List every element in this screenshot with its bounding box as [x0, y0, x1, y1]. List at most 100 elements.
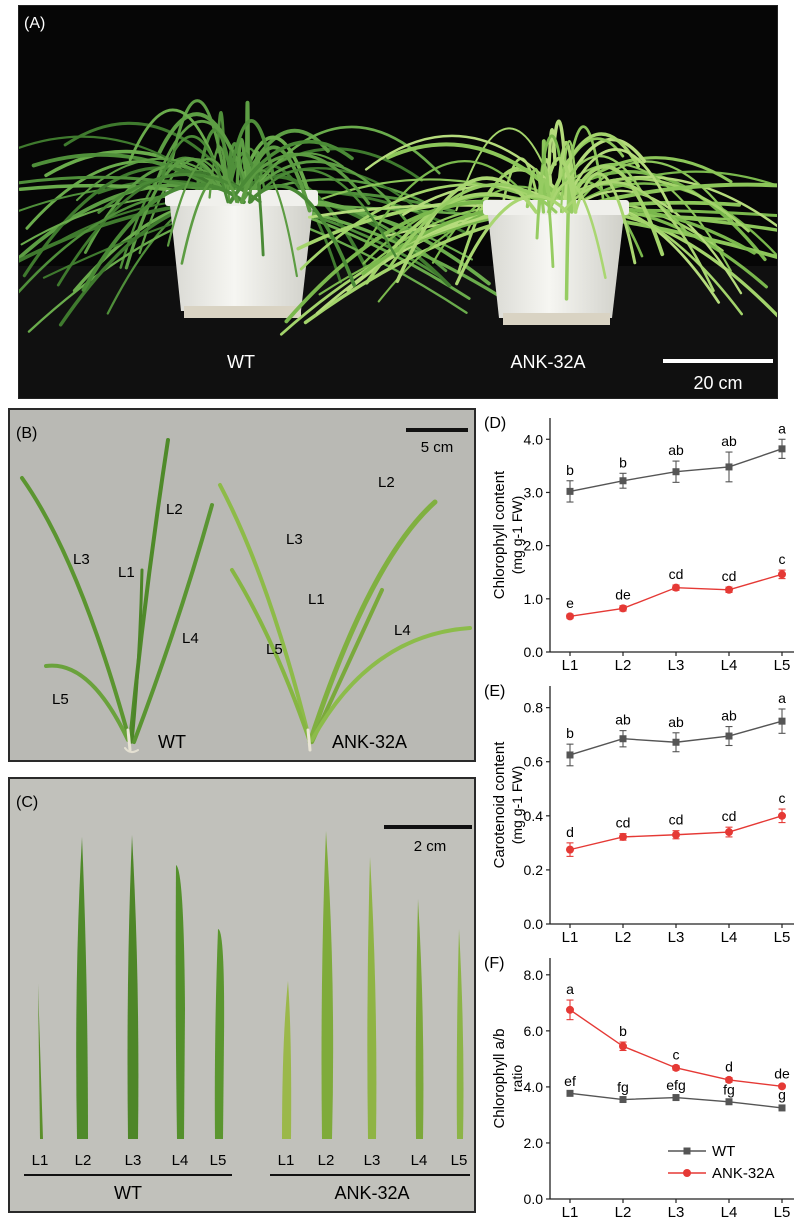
panel-c-illustration: (C) 2 cm L1 L2 L3 L4 L5 WT L1 L2 L3 L4 L… [16, 794, 472, 1203]
wt-leaf-label-l1: L1 [118, 564, 135, 581]
mutant-detached-l2: L2 [318, 1152, 335, 1169]
data-point-mutant [725, 585, 733, 594]
data-point-mutant [778, 570, 786, 579]
data-point-mutant [672, 583, 680, 592]
mutant-leaf-label-l2: L2 [378, 474, 395, 491]
grass-blade [250, 168, 397, 258]
data-point-wt [619, 1096, 627, 1104]
data-point-wt [725, 463, 733, 471]
chart-f: (F) 0.0 2.0 4.0 6.0 8.0 L1 L2 L3 L4 L5 Chlorophyll … [484, 955, 794, 1221]
y-tick-label: 4.0 [524, 431, 544, 447]
significance-letter: c [779, 790, 786, 806]
panel-label: (D) [484, 415, 506, 432]
mutant-leaf-label-l1: L1 [308, 591, 325, 608]
significance-letter: a [778, 420, 786, 436]
panel-b-scale-bar [406, 428, 468, 432]
data-point-mutant [619, 1042, 627, 1051]
grass-blade [455, 194, 569, 286]
significance-letter: e [566, 595, 574, 611]
y-tick-label: 0.0 [524, 1191, 544, 1207]
wt-leaf-label-l4: L4 [182, 630, 199, 647]
panel-label: (F) [484, 955, 504, 972]
significance-letter: fg [723, 1081, 735, 1097]
wt-leaf-label-l3: L3 [73, 551, 90, 568]
x-tick-label: L3 [668, 657, 685, 674]
data-point-mutant [725, 1075, 733, 1084]
grass-blade [364, 134, 577, 213]
panel-a-label: (A) [24, 15, 45, 32]
significance-letter: c [779, 551, 786, 567]
panel-a-illustration: (A) WT ANK-32A 20 cm [19, 15, 777, 398]
x-tick-label: L5 [774, 929, 791, 946]
panel-a-wt-label: WT [227, 352, 255, 372]
y-tick-label: 3.0 [524, 484, 544, 500]
y-tick-label: 0.8 [524, 700, 544, 716]
significance-letter: ab [668, 714, 684, 730]
y-tick-label: 8.0 [524, 967, 544, 983]
grass-blade [559, 140, 577, 214]
significance-letter: efg [666, 1077, 685, 1093]
y-tick-label: 6.0 [524, 1023, 544, 1039]
grass-blade [547, 154, 643, 214]
wt-pot [165, 190, 318, 318]
mutant-group-line [270, 1174, 470, 1176]
data-point-wt [778, 445, 786, 453]
panel-b-illustration: (B) 5 cm L1 L2 L3 L4 L5 WT L1 L2 L3 L4 L… [16, 425, 472, 754]
significance-letter: d [725, 1059, 733, 1075]
panel-label: (E) [484, 683, 505, 700]
significance-letter: a [778, 690, 786, 706]
mutant-leaf-label-l5: L5 [266, 641, 283, 658]
data-point-mutant [725, 828, 733, 837]
panel-c-label: (C) [16, 794, 38, 811]
grass-blade [228, 140, 354, 204]
legend-marker-mutant [683, 1169, 691, 1177]
panel-c-scale-label: 2 cm [414, 838, 447, 855]
significance-letter: de [615, 587, 631, 603]
x-tick-label: L4 [721, 657, 738, 674]
data-point-wt [566, 1089, 574, 1097]
data-point-wt [566, 487, 574, 495]
y-tick-label: 0.0 [524, 916, 544, 932]
wt-detached-l1: L1 [32, 1152, 49, 1169]
grass-blade [244, 100, 251, 203]
data-point-wt [672, 738, 680, 746]
wt-plant-front-leaves [81, 135, 397, 292]
data-point-wt [725, 1098, 733, 1106]
x-tick-label: L4 [721, 1204, 738, 1217]
x-tick-label: L5 [774, 1204, 791, 1217]
panel-c-photo: (C) 2 cm L1 L2 L3 L4 L5 WT L1 L2 L3 L4 L… [8, 777, 476, 1213]
charts-column: (D) 0.0 1.0 2.0 3.0 4.0 L1 L2 L3 L4 L5 Chlorophyll … [478, 408, 800, 1221]
mutant-seedling [218, 483, 472, 752]
y-tick-label: 0.4 [524, 808, 544, 824]
mutant-detached-l5: L5 [451, 1152, 468, 1169]
significance-letter: b [566, 462, 574, 478]
grass-blade [544, 132, 640, 213]
data-point-wt [672, 1094, 680, 1102]
grass-blade [170, 99, 231, 203]
data-point-mutant [566, 1005, 574, 1014]
significance-letter: c [673, 1047, 680, 1063]
panel-c-wt-label: WT [114, 1183, 142, 1203]
data-point-mutant [566, 845, 574, 854]
significance-letter: fg [617, 1079, 629, 1095]
legend-label: ANK-32A [712, 1165, 775, 1182]
wt-detached-l3: L3 [125, 1152, 142, 1169]
legend-marker-wt [683, 1147, 691, 1155]
significance-letter: d [566, 824, 574, 840]
mutant-plant-front-leaves [388, 140, 715, 301]
mutant-detached-l4: L4 [411, 1152, 428, 1169]
significance-letter: cd [722, 568, 737, 584]
grass-blade [321, 178, 564, 213]
grass-blade [234, 135, 315, 207]
significance-letter: b [619, 1023, 627, 1039]
data-point-wt [566, 751, 574, 759]
y-tick-label: 2.0 [524, 1135, 544, 1151]
panel-b-scale-label: 5 cm [421, 439, 454, 456]
data-point-wt [725, 732, 733, 740]
mutant-pot [483, 200, 629, 325]
data-point-mutant [619, 832, 627, 841]
x-tick-label: L1 [562, 1204, 579, 1217]
grass-blade [97, 173, 262, 214]
significance-letter: cd [669, 566, 684, 582]
y-tick-label: 4.0 [524, 1079, 544, 1095]
